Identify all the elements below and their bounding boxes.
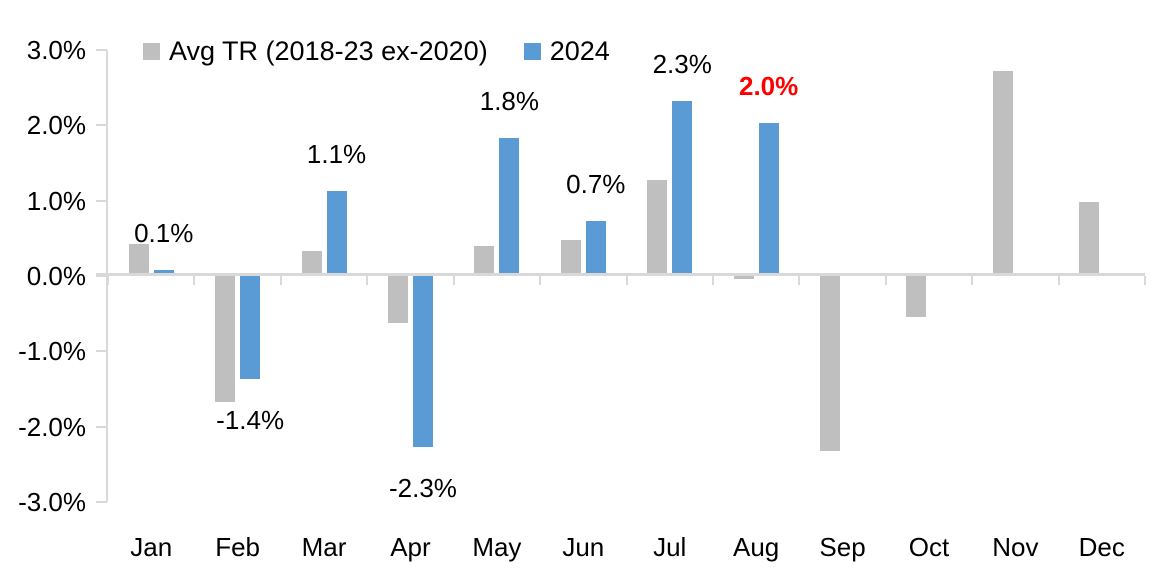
x-tick-label-may: May <box>472 532 522 562</box>
y-tick-mark-0 <box>96 49 107 51</box>
y-tick-label-6: -3.0% <box>18 487 86 517</box>
bar-2024-may <box>499 138 520 274</box>
bar-2024-aug <box>758 123 779 274</box>
bar-2024-jun <box>585 221 606 274</box>
x-tick-label-mar: Mar <box>301 532 347 562</box>
x-tick-label-feb: Feb <box>215 532 261 562</box>
x-tick-label-jan: Jan <box>130 532 173 562</box>
bar-2024-mar <box>326 191 347 274</box>
y-tick-mark-1 <box>96 124 107 127</box>
x-axis-tick-10 <box>971 275 974 285</box>
data-label-jun: 0.7% <box>566 169 626 200</box>
x-tick-label-jun: Jun <box>562 532 605 562</box>
x-axis-tick-2 <box>279 275 282 285</box>
data-label-jan: 0.1% <box>134 218 194 249</box>
x-axis-tick-3 <box>366 275 369 285</box>
bar-avg-jun <box>560 240 581 274</box>
y-tick-label-2: 1.0% <box>26 185 86 216</box>
data-label-may: 1.8% <box>479 86 540 117</box>
y-tick-label-1: 2.0% <box>26 110 86 141</box>
bar-avg-feb <box>215 274 236 403</box>
bar-avg-apr <box>387 274 408 323</box>
bar-avg-sep <box>820 274 841 452</box>
x-axis-tick-1 <box>193 275 196 285</box>
data-label-feb: -1.4% <box>216 405 285 436</box>
data-label-jul: 2.3% <box>652 48 712 79</box>
legend-item-2024: 2024 <box>523 36 610 66</box>
x-tick-label-apr: Apr <box>390 532 431 562</box>
x-axis-tick-7 <box>711 275 714 285</box>
x-tick-label-sep: Sep <box>819 532 866 562</box>
x-axis-tick-9 <box>884 275 887 285</box>
y-tick-mark-5 <box>96 425 107 428</box>
x-axis-tick-4 <box>452 275 455 285</box>
y-tick-mark-4 <box>96 350 107 353</box>
x-tick-label-dec: Dec <box>1078 532 1125 562</box>
x-tick-label-jul: Jul <box>653 532 687 562</box>
legend-label-2024: 2024 <box>549 36 610 66</box>
bar-avg-nov <box>992 70 1013 274</box>
x-tick-label-aug: Aug <box>732 532 780 562</box>
bar-avg-aug <box>733 274 754 280</box>
y-tick-label-3: 0.0% <box>26 261 86 291</box>
legend-item-avg-tr-2018-23-ex-2020: Avg TR (2018-23 ex-2020) <box>143 38 488 65</box>
x-axis-tick-6 <box>625 275 628 285</box>
bar-avg-dec <box>1079 201 1100 274</box>
bar-2024-feb <box>240 274 261 380</box>
x-axis-tick-11 <box>1057 275 1060 285</box>
data-label-apr: -2.3% <box>388 473 457 504</box>
bar-avg-jan <box>128 243 149 274</box>
legend-swatch-2024-icon <box>523 43 541 60</box>
x-axis-zero-line <box>96 272 1145 276</box>
legend-swatch-avg-tr-2018-23-ex-2020-icon <box>143 43 160 60</box>
x-tick-label-oct: Oct <box>908 532 950 562</box>
y-tick-label-4: -1.0% <box>18 336 86 367</box>
bar-2024-jan <box>153 270 174 274</box>
bar-2024-jul <box>672 100 693 274</box>
x-tick-label-nov: Nov <box>992 532 1039 562</box>
bar-avg-mar <box>301 251 322 274</box>
x-axis-tick-8 <box>798 275 801 285</box>
bar-avg-may <box>474 246 495 274</box>
bar-avg-oct <box>906 274 927 317</box>
data-label-aug: 2.0% <box>738 71 799 102</box>
x-axis-tick-0 <box>107 275 109 285</box>
data-label-mar: 1.1% <box>306 139 367 170</box>
y-tick-label-5: -2.0% <box>18 411 86 442</box>
legend-label-avg-tr-2018-23-ex-2020: Avg TR (2018-23 ex-2020) <box>169 36 488 66</box>
x-axis-tick-12 <box>1144 275 1146 285</box>
chart-legend: Avg TR (2018-23 ex-2020) 2024 <box>143 38 610 65</box>
y-tick-mark-3 <box>96 275 107 277</box>
bar-avg-jul <box>647 179 668 274</box>
y-tick-label-0: 3.0% <box>26 35 86 65</box>
y-tick-mark-6 <box>96 501 107 503</box>
bar-2024-apr <box>412 274 433 448</box>
y-tick-mark-2 <box>96 199 107 202</box>
x-axis-tick-5 <box>539 275 542 285</box>
